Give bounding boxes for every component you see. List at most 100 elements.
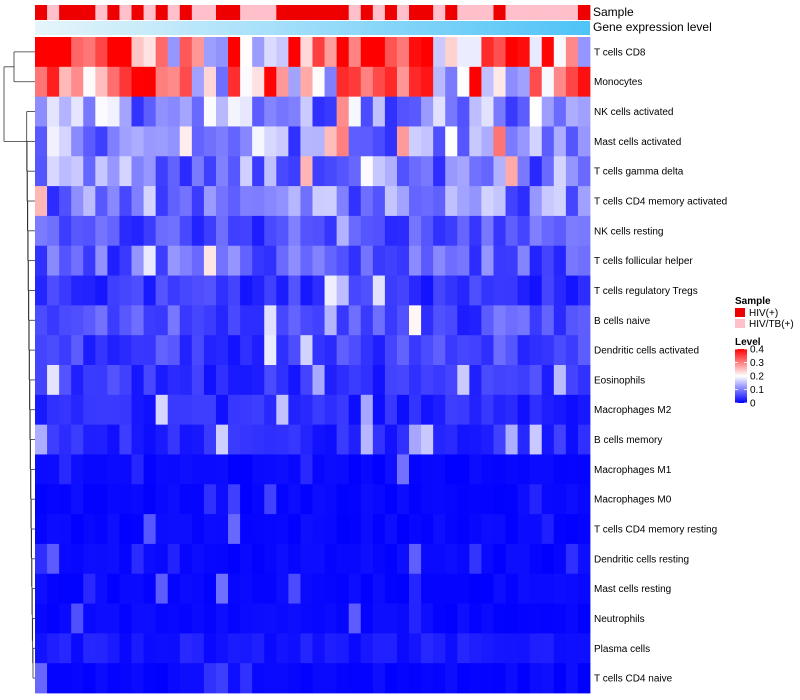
heatmap-cell (143, 394, 157, 426)
heatmap-cell (445, 514, 458, 545)
heatmap-cell (445, 66, 458, 98)
heatmap-cell (348, 126, 362, 157)
heatmap-cell (264, 215, 277, 247)
heatmap-cell (372, 633, 386, 664)
heatmap-cell (481, 156, 494, 187)
heatmap-cell (372, 543, 386, 575)
heatmap-cell (191, 186, 205, 217)
heatmap-cell (384, 424, 398, 455)
heatmap-cell (505, 484, 519, 515)
heatmap-cell (107, 156, 120, 187)
heatmap-cell (517, 37, 531, 68)
heatmap-cell (565, 543, 579, 575)
heatmap-cell (59, 394, 72, 426)
heatmap-cell (372, 335, 386, 366)
heatmap-cell (445, 424, 458, 455)
heatmap-cell (300, 335, 313, 366)
heatmap-cell (445, 156, 458, 187)
heatmap-cell (191, 543, 205, 575)
heatmap-cell (396, 126, 410, 157)
heatmap-cell (240, 245, 253, 276)
heatmap-cell (384, 573, 398, 604)
heatmap-cell (95, 245, 108, 276)
heatmap-cell (457, 365, 470, 396)
heatmap-cell (71, 96, 84, 127)
heatmap-cell (119, 663, 132, 694)
heatmap-cell (541, 573, 555, 604)
heatmap-cell (215, 514, 229, 545)
heatmap-cell (577, 305, 591, 336)
heatmap-cell (83, 96, 96, 127)
heatmap-cell (71, 245, 84, 276)
sample-annotation-cell (336, 5, 350, 20)
heatmap-cell (409, 454, 422, 485)
heatmap-cell (384, 394, 398, 426)
heatmap-cell (312, 394, 325, 426)
heatmap-cell (493, 394, 506, 426)
heatmap-cell (131, 305, 144, 336)
heatmap-cell (469, 335, 482, 366)
row-label: T cells follicular helper (594, 256, 693, 267)
heatmap-cell (348, 424, 362, 455)
heatmap-cell (167, 543, 181, 575)
heatmap-cell (167, 454, 181, 485)
heatmap-cell (505, 275, 519, 306)
heatmap-cell (421, 424, 434, 455)
heatmap-cell (517, 335, 531, 366)
heatmap-cell (457, 663, 470, 694)
heatmap-cell (336, 514, 350, 545)
heatmap-cell (421, 186, 434, 217)
heatmap-cell (252, 603, 265, 634)
heatmap-cell (421, 514, 434, 545)
heatmap-cell (35, 275, 48, 306)
heatmap-cell (445, 96, 458, 127)
heatmap-cell (179, 215, 193, 247)
heatmap-cell (155, 275, 169, 306)
heatmap-cell (119, 484, 132, 515)
heatmap-cell (203, 543, 217, 575)
heatmap-cell (264, 96, 277, 127)
heatmap-cell (276, 126, 289, 157)
heatmap-cell (131, 66, 144, 98)
heatmap-cell (71, 573, 84, 604)
sample-annotation-cell (47, 5, 60, 20)
heatmap-cell (95, 424, 108, 455)
heatmap-cell (95, 365, 108, 396)
heatmap-cell (541, 603, 555, 634)
legend-level-label: 0.2 (750, 372, 764, 383)
heatmap-cell (336, 424, 350, 455)
sample-annotation-cell (396, 5, 410, 20)
heatmap-cell (95, 305, 108, 336)
heatmap-cell (119, 633, 132, 664)
heatmap-cell (83, 335, 96, 366)
heatmap-cell (529, 424, 543, 455)
heatmap-cell (384, 37, 398, 68)
sample-annotation-cell (107, 5, 120, 20)
heatmap-cell (240, 454, 253, 485)
heatmap-cell (493, 305, 506, 336)
heatmap-cell (409, 305, 422, 336)
heatmap-cell (541, 186, 555, 217)
heatmap-cell (83, 603, 96, 634)
heatmap-cell (179, 96, 193, 127)
heatmap-cell (541, 215, 555, 247)
heatmap-cell (324, 275, 338, 306)
heatmap-cell (360, 663, 374, 694)
heatmap-cell (493, 275, 506, 306)
heatmap-cell (372, 126, 386, 157)
heatmap-cell (336, 484, 350, 515)
heatmap-cell (215, 424, 229, 455)
heatmap-cell (372, 514, 386, 545)
heatmap-cell (336, 66, 350, 98)
heatmap-cell (203, 663, 217, 694)
heatmap-cell (288, 633, 301, 664)
heatmap-cell (155, 573, 169, 604)
sample-annotation-cell (215, 5, 229, 20)
heatmap-cell (143, 663, 157, 694)
heatmap-cell (481, 514, 494, 545)
heatmap-cell (517, 186, 531, 217)
heatmap-cell (47, 484, 60, 515)
sample-annotation-cell (276, 5, 289, 20)
heatmap-cell (577, 96, 591, 127)
